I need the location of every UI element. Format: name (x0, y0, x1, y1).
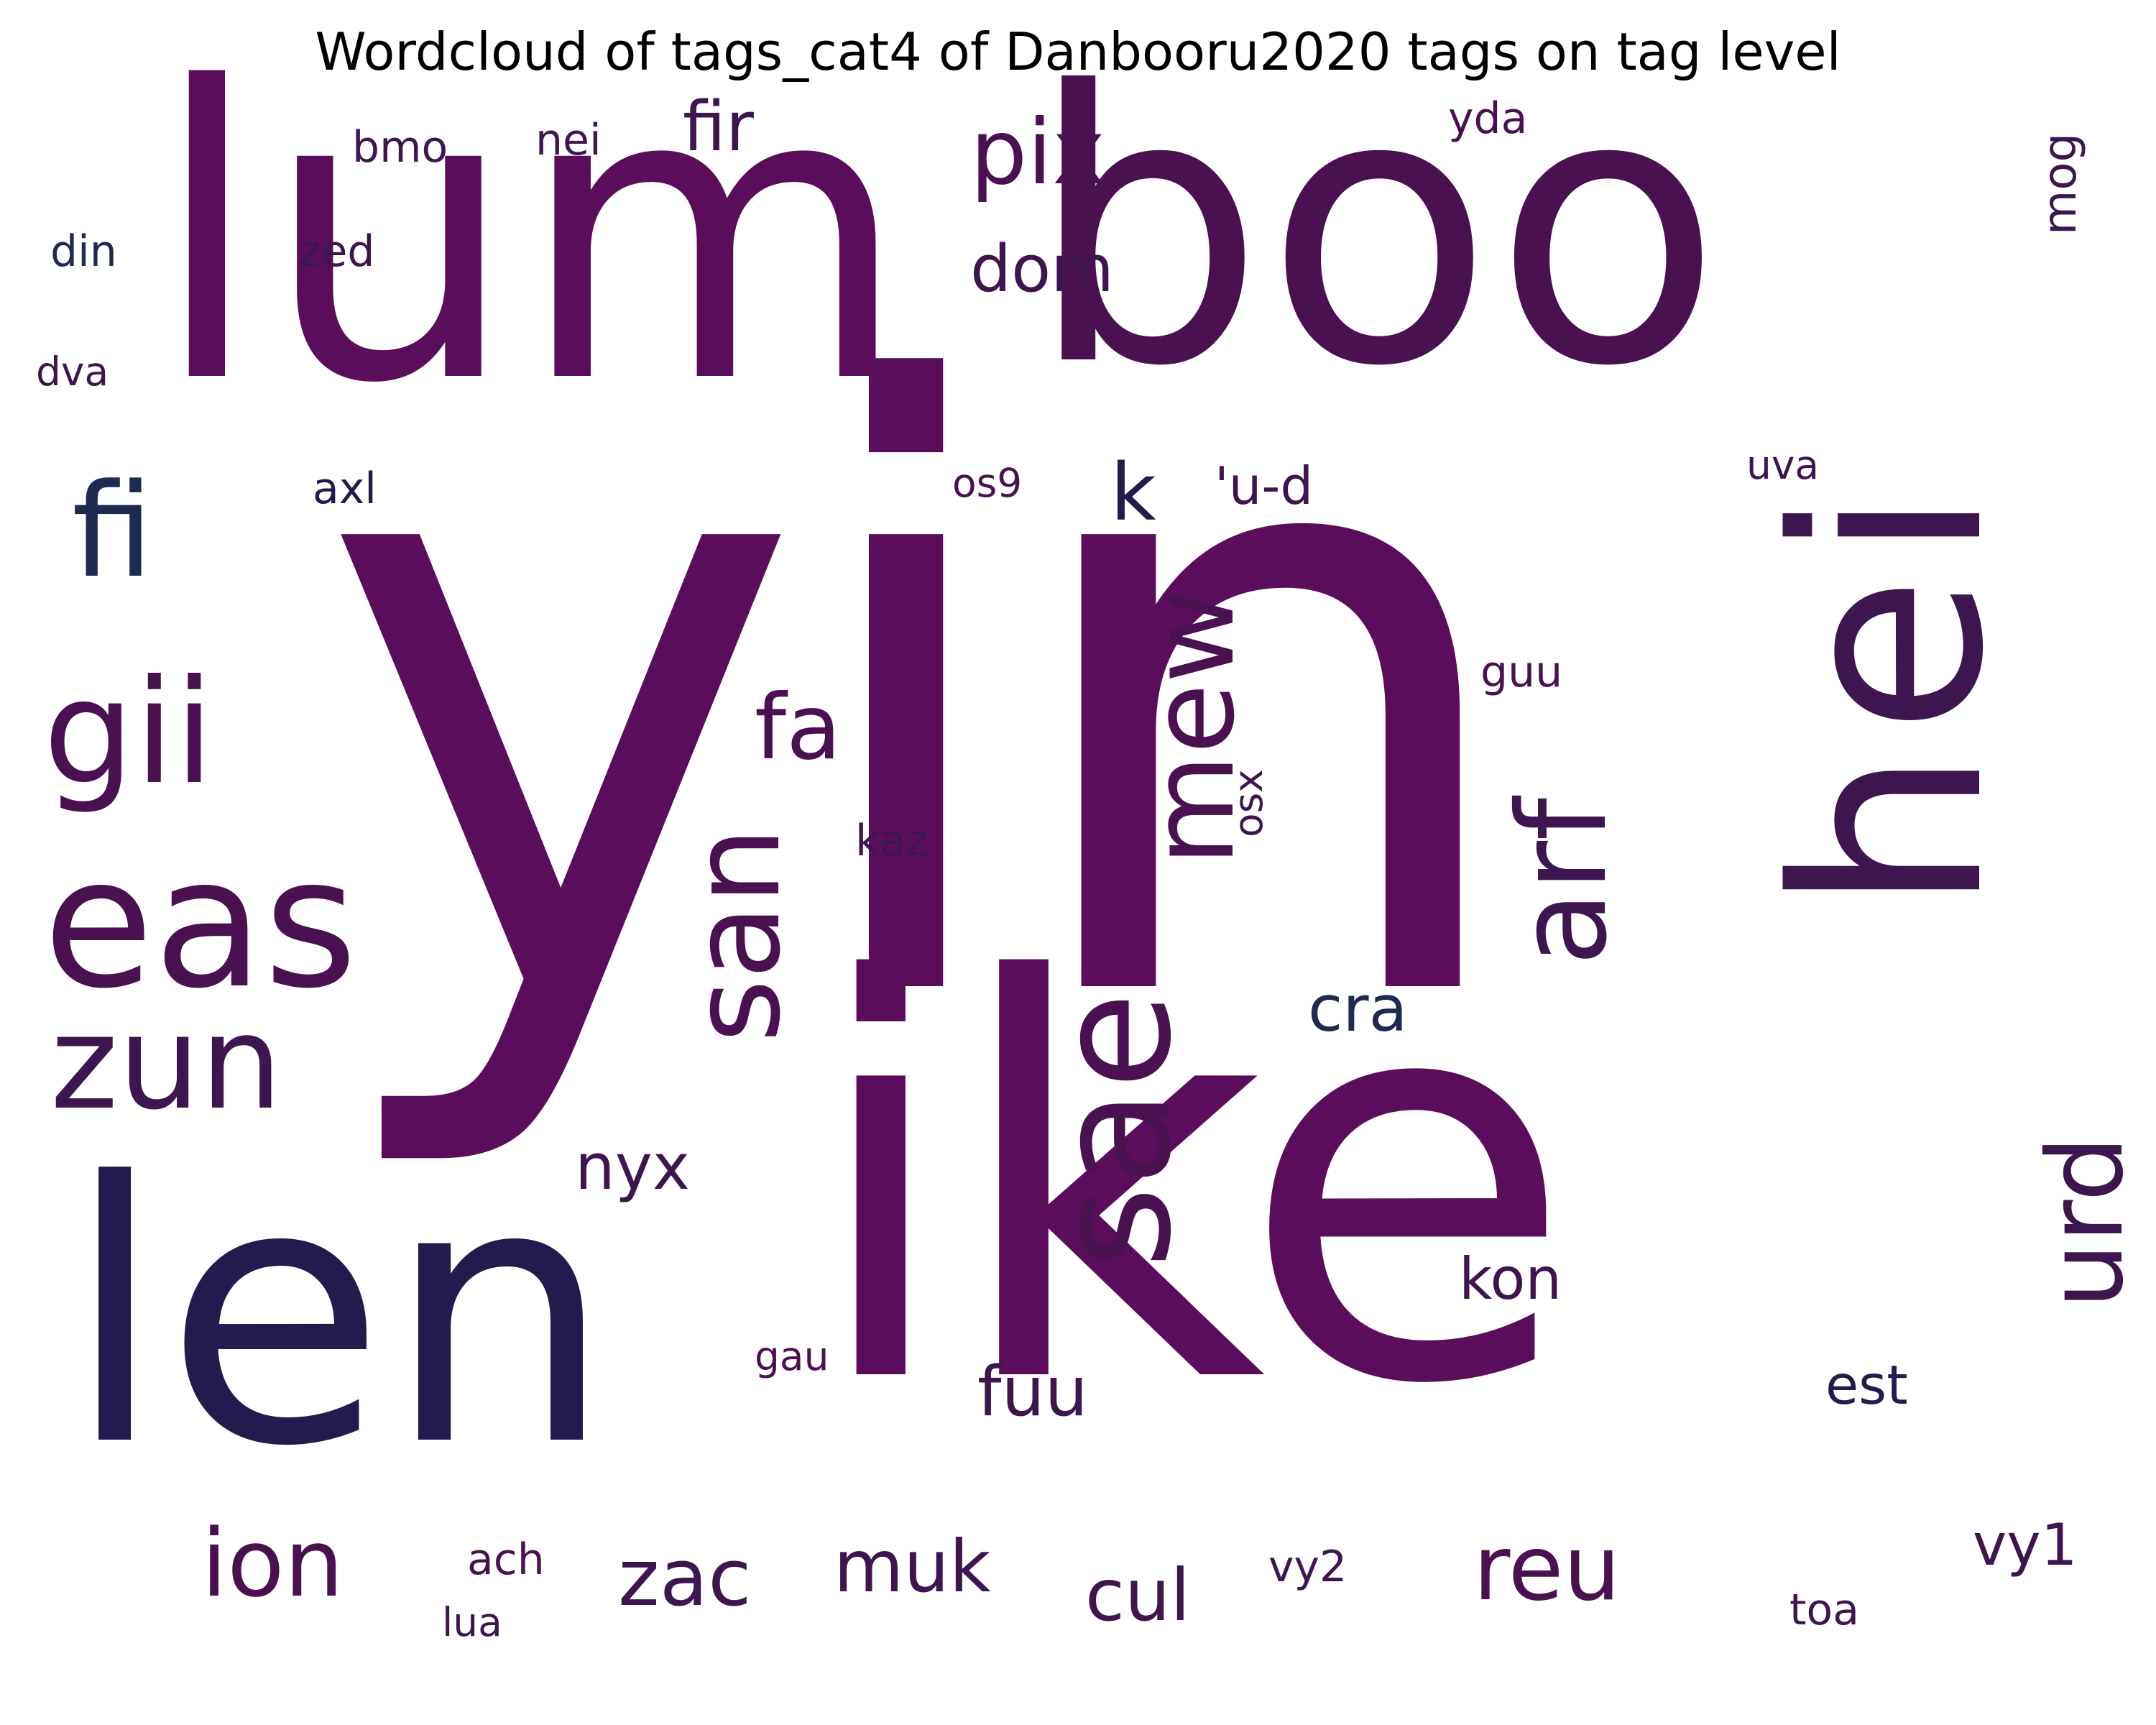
word-ike: ike (805, 868, 1575, 1504)
word-cra: cra (1308, 972, 1408, 1046)
word-osx: osx (1225, 769, 1271, 837)
word-pix: pix (970, 101, 1106, 205)
word-ion: ion (201, 1509, 344, 1618)
word-yda: yda (1448, 93, 1528, 144)
word-nei: nei (535, 115, 602, 165)
chart-title: Wordcloud of tags_cat4 of Danbooru2020 t… (315, 22, 1841, 82)
word-lua: lua (442, 1599, 502, 1645)
word-est: est (1825, 1353, 1908, 1417)
word-axl: axl (313, 464, 377, 514)
word-fi: fi (72, 456, 154, 607)
word-guu: guu (1480, 647, 1563, 697)
word-mog: mog (2034, 132, 2087, 235)
word-zed: zed (298, 226, 375, 277)
word-k: k (1110, 446, 1156, 538)
word-urd: urd (2025, 1135, 2147, 1309)
word-dom: dom (970, 231, 1114, 307)
word-lum: lum (151, 3, 911, 472)
word-hei: hei (1739, 474, 2040, 913)
word-u-d: 'u-d (1215, 456, 1314, 516)
word-kon: kon (1459, 1246, 1562, 1312)
word-len: len (65, 1106, 614, 1524)
word-reu: reu (1473, 1517, 1621, 1621)
word-ach: ach (467, 1535, 545, 1585)
word-cul: cul (1085, 1553, 1191, 1637)
word-gau: gau (755, 1333, 829, 1379)
word-fuu: fuu (977, 1353, 1088, 1432)
word-kaz: kaz (855, 816, 929, 866)
word-fa: fa (755, 676, 842, 780)
word-sae: sae (1022, 992, 1206, 1269)
word-vy1: vy1 (1973, 1512, 2078, 1578)
word-din: din (50, 226, 117, 277)
word-dva: dva (36, 349, 109, 395)
word-fir: fir (683, 88, 754, 167)
word-os9: os9 (952, 460, 1023, 506)
word-nyx: nyx (575, 1130, 690, 1204)
word-boo: boo (1028, 12, 1723, 448)
word-eas: eas (43, 819, 358, 1028)
word-bmo: bmo (352, 122, 448, 172)
word-zac: zac (618, 1532, 752, 1624)
word-zun: zun (50, 988, 282, 1138)
word-gii: gii (43, 649, 215, 816)
word-toa: toa (1789, 1585, 1860, 1635)
word-uva: uva (1746, 442, 1820, 488)
word-yin: yin (316, 220, 1530, 1182)
word-muk: muk (834, 1524, 991, 1609)
word-arf: arf (1492, 798, 1634, 966)
word-san: san (665, 827, 808, 1044)
word-vy2: vy2 (1268, 1542, 1348, 1592)
